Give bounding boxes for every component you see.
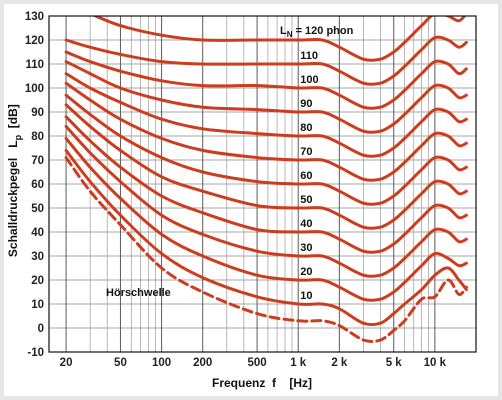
x-tick-labels: 20 50 100 200 500 1 k 2 k 5 k 10 k <box>60 357 447 369</box>
curve-label: 70 <box>300 146 312 158</box>
y-tick-label: 10 <box>31 299 44 311</box>
y-tick-label: 20 <box>31 275 44 287</box>
curves <box>64 16 468 343</box>
header-label-rest: = 120 phon <box>293 25 354 37</box>
threshold-label: Hörschwelle <box>106 287 171 299</box>
x-tick-label: 100 <box>152 357 171 369</box>
y-tick-label: 110 <box>25 59 44 71</box>
loudness-curve <box>64 103 468 230</box>
curve-label: 20 <box>300 266 312 278</box>
y-tick-label: -10 <box>27 347 44 359</box>
y-axis-label-unit: [dB] <box>6 104 20 128</box>
loudness-curve <box>64 136 468 302</box>
curve-label: 90 <box>300 98 312 110</box>
loudness-curve <box>64 50 468 110</box>
y-tick-label: 80 <box>31 131 44 143</box>
y-axis-label: Schalldruckpegel Lp [dB] <box>6 94 23 274</box>
y-tick-label: 60 <box>31 179 44 191</box>
curve-label: 50 <box>300 194 312 206</box>
x-tick-label: 1 k <box>290 357 307 369</box>
header-label: LN = 120 phon <box>280 25 354 39</box>
loudness-curve <box>64 60 468 134</box>
curve-label: 100 <box>300 74 318 86</box>
x-tick-label: 200 <box>193 357 212 369</box>
loudness-curve <box>64 81 468 182</box>
loudness-curve <box>64 124 468 278</box>
y-tick-label: 40 <box>31 227 44 239</box>
y-tick-label: 120 <box>25 35 44 47</box>
curve-labels: 10 20 30 40 50 60 70 80 90 100 110 <box>300 50 318 302</box>
plot-frame <box>48 15 477 353</box>
x-tick-label: 50 <box>114 357 127 369</box>
curve-label: 30 <box>300 242 312 254</box>
y-axis-label-sub: p <box>13 134 23 140</box>
header-label-main: L <box>280 25 287 37</box>
x-axis-label: Frequenz f [Hz] <box>212 376 312 390</box>
loudness-curve <box>64 93 468 206</box>
x-tick-label: 500 <box>247 357 266 369</box>
y-tick-label: 130 <box>25 11 44 23</box>
y-axis-label-main: Schalldruckpegel L <box>6 140 20 257</box>
x-tick-label: 5 k <box>386 357 403 369</box>
curve-label: 60 <box>300 170 312 182</box>
loudness-curve <box>91 16 467 62</box>
threshold-curve <box>64 156 468 343</box>
x-tick-label: 20 <box>60 357 73 369</box>
y-tick-label: 90 <box>31 107 44 119</box>
curve-label: 40 <box>300 218 312 230</box>
curve-label: 80 <box>300 122 312 134</box>
x-tick-label: 2 k <box>331 357 348 369</box>
curve-label: 110 <box>300 50 318 62</box>
y-tick-label: 30 <box>31 251 44 263</box>
header-label-sub: N <box>287 30 293 39</box>
curve-label: 10 <box>300 290 312 302</box>
x-tick-label: 10 k <box>424 357 447 369</box>
y-tick-labels: -10 0 10 20 30 40 50 60 70 80 90 100 110 120 130 <box>25 11 44 359</box>
y-tick-label: 100 <box>25 83 44 95</box>
loudness-curve <box>64 148 468 327</box>
loudness-curve <box>64 115 468 254</box>
y-tick-label: 0 <box>38 323 44 335</box>
loudness-curve <box>64 72 468 158</box>
y-tick-label: 50 <box>31 203 44 215</box>
loudness-curve <box>64 35 468 86</box>
y-tick-label: 70 <box>31 155 44 167</box>
